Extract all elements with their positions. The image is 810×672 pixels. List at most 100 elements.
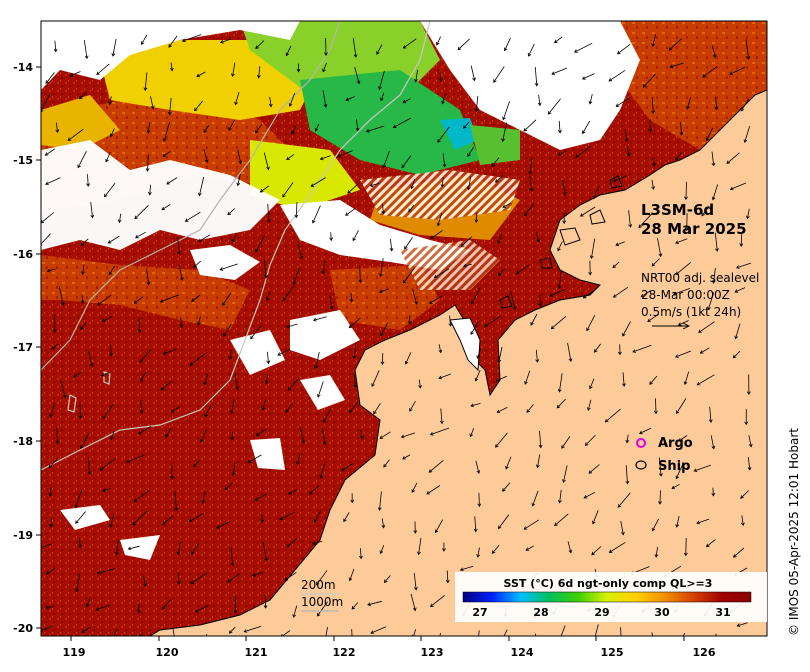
current-vector [185, 211, 201, 222]
current-vector-head [593, 195, 597, 200]
lat-label: -19 [13, 529, 33, 542]
current-vector-head [75, 588, 79, 593]
lat-label: -20 [13, 622, 33, 635]
current-vector [255, 40, 265, 49]
current-vector [380, 92, 385, 101]
current-vector-head [400, 434, 405, 439]
current-vector [220, 263, 238, 271]
current-vector-head [348, 324, 353, 329]
current-vector [133, 489, 151, 502]
current-vector [109, 96, 112, 105]
cloud-mask [60, 505, 110, 530]
current-vector-head [51, 346, 55, 350]
current-vector-head [442, 163, 447, 168]
current-vector [524, 203, 535, 217]
current-vector [685, 181, 687, 200]
current-vector-head [348, 577, 353, 582]
current-vector [110, 128, 115, 137]
current-vector-head [236, 182, 241, 187]
current-vector [132, 510, 148, 525]
current-vector [162, 515, 173, 525]
current-vector-head [89, 363, 94, 367]
current-vector [435, 519, 444, 533]
current-vector-head [746, 391, 751, 395]
current-vector [498, 514, 510, 529]
current-vector [426, 485, 441, 495]
current-vector-head [378, 86, 382, 91]
current-vector [345, 96, 355, 101]
bathymetry-1000m-contour [41, 21, 341, 371]
current-vector [639, 427, 652, 434]
current-vector-head [312, 219, 316, 224]
current-vector [166, 177, 178, 185]
current-vector-head [111, 53, 116, 57]
ship-marker-icon [635, 460, 647, 470]
current-vector [707, 292, 715, 310]
current-vector-head [581, 76, 586, 80]
current-vector-head [658, 473, 663, 477]
current-vector-head [568, 549, 573, 554]
current-vector [110, 514, 115, 528]
current-vector [113, 628, 117, 636]
current-vector-head [740, 107, 744, 112]
current-vector-head [537, 102, 542, 107]
current-vector [418, 538, 422, 555]
current-vector [337, 150, 353, 158]
current-vector-head [197, 321, 201, 326]
current-vector-head [594, 349, 598, 353]
coastline-islands [499, 175, 623, 309]
current-vector-head [658, 253, 663, 258]
current-vector-head [558, 499, 562, 504]
current-vector [457, 38, 470, 50]
current-vector-head [675, 475, 680, 480]
current-vector [88, 350, 93, 367]
current-vector-head [711, 196, 716, 201]
current-vector-head [133, 498, 138, 503]
current-vector [477, 547, 480, 558]
current-vector-head [308, 490, 313, 495]
current-vector [613, 286, 629, 298]
current-vector-head [348, 409, 353, 413]
current-vector-head [109, 524, 113, 528]
current-vector [430, 230, 443, 239]
current-vector [45, 148, 55, 156]
current-vector [380, 545, 385, 554]
current-vector-head [373, 410, 377, 415]
current-vector-head [203, 129, 207, 134]
current-vector [138, 633, 143, 636]
current-vector-head [654, 554, 659, 558]
current-vector-head [358, 279, 363, 284]
current-vector-head [279, 516, 283, 521]
current-vector-head [477, 503, 482, 508]
current-vector-head [588, 100, 593, 105]
current-vector-head [622, 383, 626, 387]
current-vector [322, 408, 332, 423]
current-vector-head [676, 410, 680, 415]
current-vector-head [550, 325, 555, 330]
current-vector [549, 288, 566, 297]
current-vector-head [230, 436, 235, 441]
current-vector [622, 321, 631, 337]
lon-label: 123 [421, 646, 444, 659]
current-vector-head [402, 45, 407, 49]
current-vector [260, 185, 270, 193]
current-vector-head [549, 293, 554, 297]
current-vector-head [352, 355, 357, 360]
current-vector-head [80, 300, 85, 304]
current-vector [583, 288, 597, 299]
current-vector-head [515, 270, 520, 275]
current-vector [286, 323, 298, 328]
current-vector-head [467, 153, 471, 157]
current-vector [554, 513, 569, 526]
current-vector-head [523, 127, 528, 132]
current-vector-head [286, 324, 290, 329]
current-vector-head [474, 219, 479, 223]
current-vector-head [351, 641, 354, 644]
current-vector-head [319, 474, 324, 479]
current-vector-head [615, 242, 619, 247]
current-vector [366, 125, 385, 132]
current-vector-head [746, 215, 750, 220]
current-vector-head [557, 152, 562, 156]
current-vector [410, 593, 416, 611]
current-info-line1: NRT00 adj. sealevel [641, 271, 759, 285]
